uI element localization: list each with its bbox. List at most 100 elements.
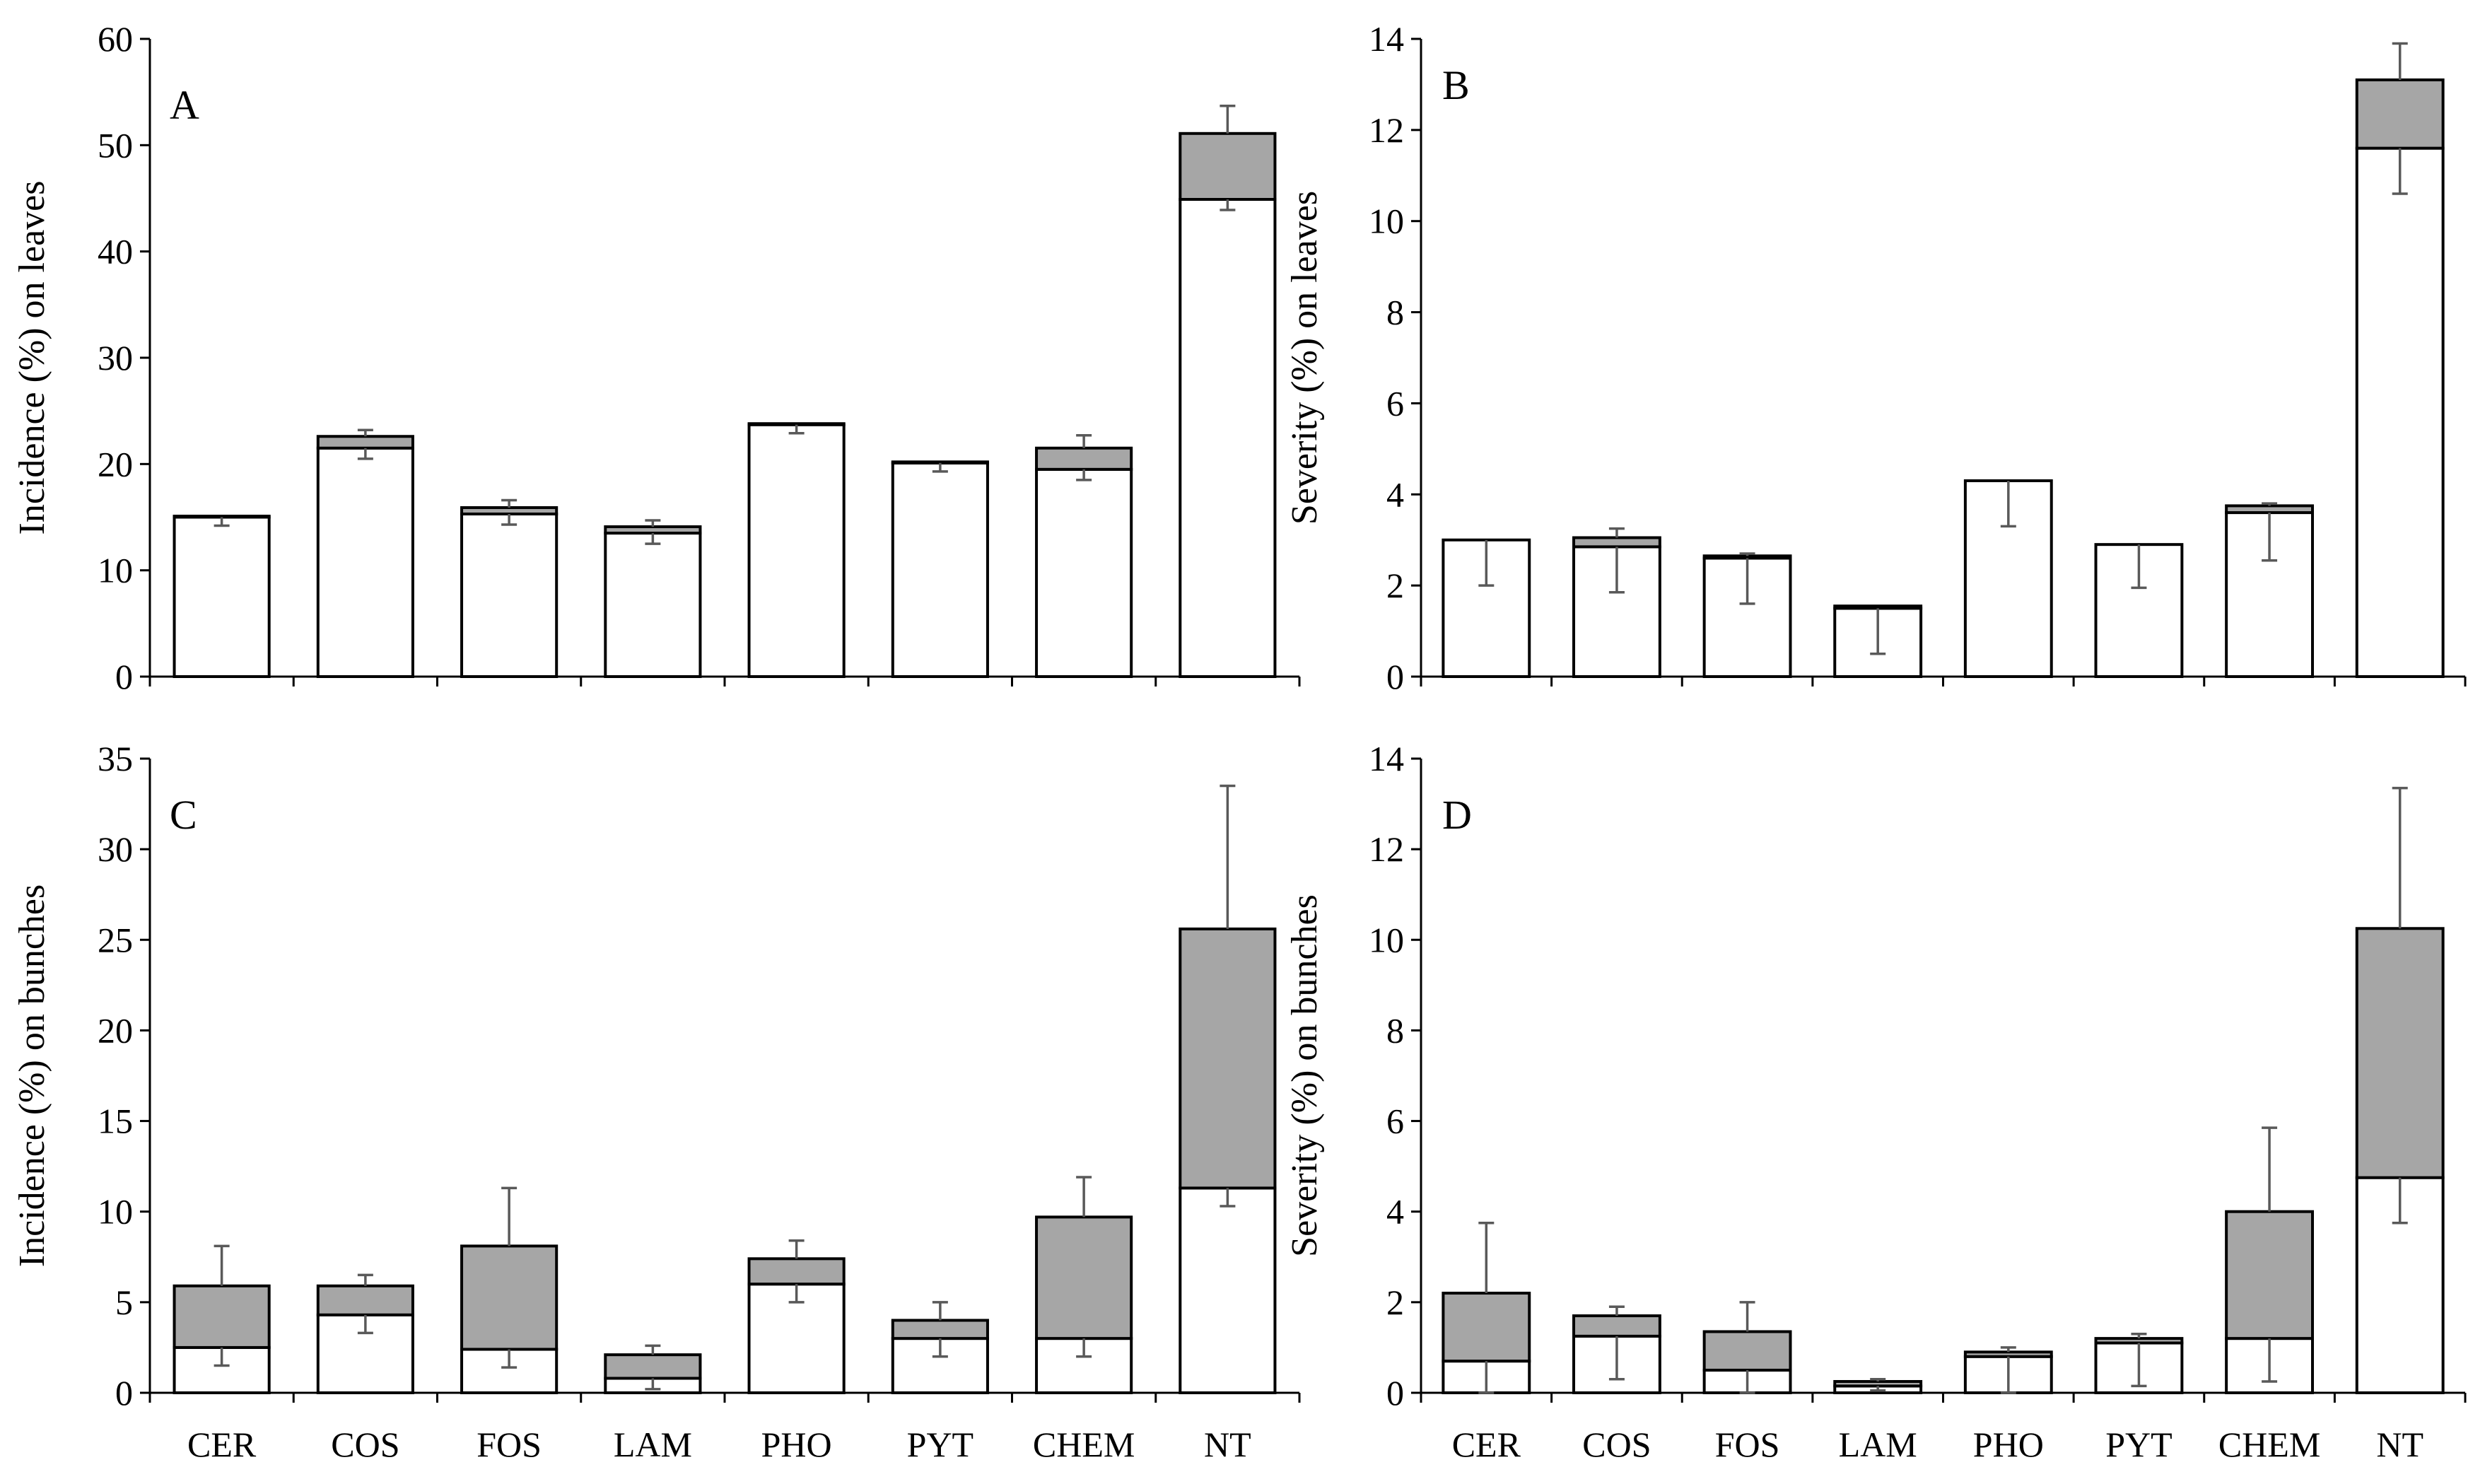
bar-fos bbox=[1702, 552, 1792, 678]
bar-pho bbox=[747, 1239, 846, 1394]
bar-segment-lower bbox=[2094, 543, 2184, 679]
y-tick-label: 5 bbox=[115, 1283, 133, 1322]
bar-cos bbox=[1572, 1305, 1661, 1395]
bar-segment-lower bbox=[604, 532, 702, 678]
bar-fos bbox=[460, 1186, 559, 1395]
bar-pyt bbox=[891, 1301, 989, 1394]
bar-segment-lower bbox=[2355, 146, 2445, 678]
bar-segment-upper bbox=[173, 1284, 271, 1349]
bar-segment-upper bbox=[1572, 1314, 1661, 1338]
y-tick-label: 35 bbox=[98, 739, 133, 778]
y-tick-label: 6 bbox=[1386, 383, 1404, 423]
bar-lam bbox=[1833, 604, 1923, 678]
bar-chem bbox=[2225, 1126, 2314, 1394]
panel-letter: B bbox=[1442, 62, 1470, 108]
y-tick-label: 50 bbox=[98, 125, 133, 165]
y-tick-label: 20 bbox=[98, 444, 133, 484]
bar-segment-lower bbox=[173, 515, 271, 678]
bar-segment-upper bbox=[316, 1284, 414, 1316]
bar-segment-upper bbox=[2225, 504, 2314, 515]
x-tick-label-cer: CER bbox=[1452, 1425, 1521, 1464]
bar-nt bbox=[1179, 104, 1277, 678]
bar-segment-upper bbox=[173, 514, 271, 519]
y-tick-label: 14 bbox=[1369, 739, 1404, 778]
bar-cer bbox=[173, 514, 271, 678]
bar-segment-upper bbox=[1572, 536, 1661, 549]
panel-letter: A bbox=[170, 82, 199, 128]
x-tick-label-nt: NT bbox=[1204, 1425, 1251, 1464]
bar-segment-upper bbox=[604, 525, 702, 535]
y-tick-label: 25 bbox=[98, 920, 133, 959]
x-tick-label-pyt: PYT bbox=[2105, 1425, 2172, 1464]
x-tick-label-cer: CER bbox=[187, 1425, 257, 1464]
y-tick-label: 6 bbox=[1386, 1102, 1404, 1141]
bar-pho bbox=[1963, 479, 2053, 678]
panel-letter: D bbox=[1442, 792, 1472, 838]
y-tick-label: 2 bbox=[1386, 566, 1404, 605]
bar-segment-upper bbox=[2355, 78, 2445, 150]
panel-letter: C bbox=[170, 792, 197, 838]
y-tick-label: 20 bbox=[98, 1010, 133, 1050]
x-tick-label-chem: CHEM bbox=[2218, 1425, 2320, 1464]
bar-segment-upper bbox=[1833, 604, 1923, 610]
x-tick-label-pho: PHO bbox=[761, 1425, 832, 1464]
bar-segment-upper bbox=[1442, 1292, 1531, 1363]
y-tick-label: 14 bbox=[1369, 19, 1404, 59]
y-tick-label: 12 bbox=[1369, 110, 1404, 150]
bar-segment-lower bbox=[1179, 1186, 1277, 1394]
bar-segment-upper bbox=[460, 506, 559, 515]
y-tick-label: 10 bbox=[98, 551, 133, 590]
y-tick-label: 8 bbox=[1386, 1010, 1404, 1050]
x-tick-label-lam: LAM bbox=[614, 1425, 692, 1464]
y-tick-label: 4 bbox=[1386, 1192, 1404, 1232]
y-tick-label: 0 bbox=[115, 1373, 133, 1413]
bar-nt bbox=[2355, 786, 2445, 1395]
x-tick-label-nt: NT bbox=[2376, 1425, 2423, 1464]
y-tick-label: 15 bbox=[98, 1102, 133, 1141]
x-tick-label-cos: COS bbox=[1582, 1425, 1651, 1464]
bar-cer bbox=[173, 1244, 271, 1395]
bar-cer bbox=[1442, 538, 1531, 679]
y-tick-label: 4 bbox=[1386, 474, 1404, 514]
bar-segment-lower bbox=[1035, 467, 1133, 678]
bar-segment-lower bbox=[1572, 545, 1661, 679]
bar-fos bbox=[1702, 1301, 1792, 1394]
bar-segment-upper bbox=[604, 1353, 702, 1380]
y-tick-label: 10 bbox=[1369, 920, 1404, 959]
bar-chem bbox=[1035, 1176, 1133, 1394]
bar-segment-lower bbox=[1179, 198, 1277, 678]
bar-pho bbox=[747, 422, 846, 679]
x-tick-label-chem: CHEM bbox=[1033, 1425, 1135, 1464]
x-tick-label-cos: COS bbox=[331, 1425, 399, 1464]
bar-segment-upper bbox=[891, 460, 989, 465]
bar-fos bbox=[460, 498, 559, 678]
y-tick-label: 30 bbox=[98, 829, 133, 869]
bar-lam bbox=[604, 519, 702, 678]
y-axis-label: Incidence (%) on bunches bbox=[12, 884, 52, 1267]
bar-segment-upper bbox=[891, 1319, 989, 1340]
bar-segment-upper bbox=[747, 422, 846, 426]
bar-segment-lower bbox=[460, 512, 559, 678]
bar-cer bbox=[1442, 1221, 1531, 1395]
bar-pyt bbox=[891, 460, 989, 679]
bar-pho bbox=[1963, 1346, 2053, 1394]
bar-segment-upper bbox=[1179, 132, 1277, 201]
bar-pyt bbox=[2094, 543, 2184, 679]
panel-a: 0 10 20 30 40 50 60 A Incidence (%) on leaves bbox=[12, 19, 1301, 696]
y-tick-label: 10 bbox=[1369, 201, 1404, 241]
panel-b: 0 2 4 6 8 10 12 14 B Severity (%) on leaves bbox=[1285, 19, 2467, 696]
y-tick-label: 60 bbox=[98, 19, 133, 59]
bar-segment-upper bbox=[1702, 554, 1792, 560]
bar-nt bbox=[1179, 784, 1277, 1394]
y-axis-label: Severity (%) on bunches bbox=[1285, 894, 1325, 1257]
x-tick-label-fos: FOS bbox=[476, 1425, 542, 1464]
bar-segment-upper bbox=[1702, 1330, 1792, 1372]
x-tick-label-pyt: PYT bbox=[907, 1425, 973, 1464]
bar-segment-lower bbox=[316, 446, 414, 678]
bar-segment-upper bbox=[2355, 927, 2445, 1179]
bar-segment-upper bbox=[1179, 927, 1277, 1190]
bar-chem bbox=[2225, 502, 2314, 678]
bar-segment-upper bbox=[2225, 1210, 2314, 1340]
bar-pyt bbox=[2094, 1332, 2184, 1395]
bar-segment-upper bbox=[747, 1257, 846, 1286]
